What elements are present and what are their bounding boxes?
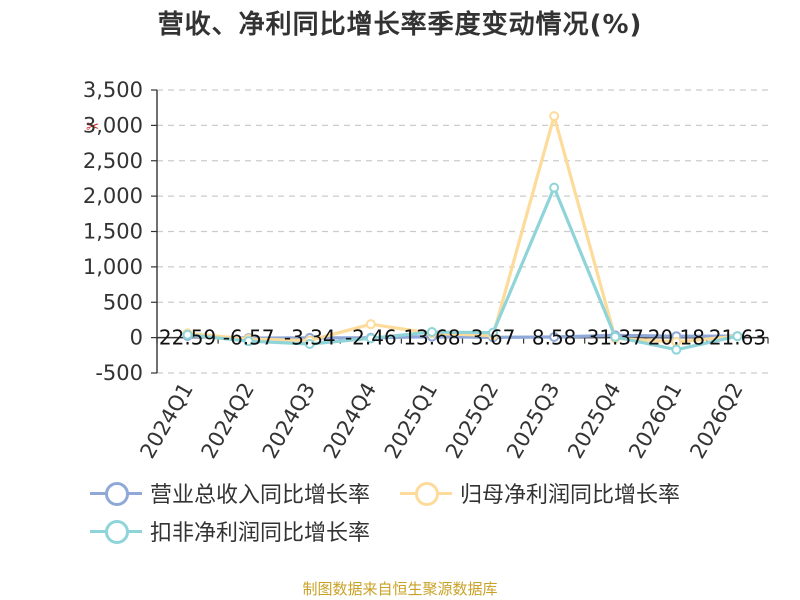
legend: 营业总收入同比增长率 归母净利润同比增长率扣非净利润同比增长率 [90,474,770,550]
data-label: 13.68 [403,326,460,350]
data-label: 22.59 [159,326,216,350]
data-point[interactable] [182,329,193,340]
data-point[interactable] [488,327,499,338]
x-tick-label: 2024Q2 [197,379,259,463]
legend-item[interactable]: 扣非净利润同比增长率 [90,512,370,550]
y-tick-label: 2,000 [83,184,143,208]
series-line [187,186,738,352]
data-point[interactable] [304,338,315,349]
data-label: 3.67 [471,326,516,350]
data-point[interactable] [426,326,437,337]
data-point[interactable] [365,319,376,330]
x-tick-label: 2024Q3 [258,379,320,463]
x-tick-label: 2025Q2 [441,379,503,463]
data-point[interactable] [671,344,682,355]
x-tick-label: 2025Q3 [502,379,564,463]
chart-title: 营收、净利同比增长率季度变动情况(%) [157,10,643,40]
data-point[interactable] [365,333,376,344]
data-label: -6.57 [223,326,275,350]
data-point[interactable] [243,336,254,347]
series-line [187,333,738,340]
legend-label: 归母净利润同比增长率 [460,483,681,508]
data-point[interactable] [732,331,743,342]
x-tick-label: 2026Q2 [685,379,747,463]
series-lines [182,111,743,355]
data-label: -3.34 [284,326,336,350]
legend-label: 扣非净利润同比增长率 [150,521,371,546]
data-labels: 22.59 -6.57 -3.34 -2.46 13.68 3.67 8.58 31.37 20… [159,326,766,350]
data-point[interactable] [549,332,560,343]
data-label: 8.58 [532,326,577,350]
source-note: 制图数据来自恒生聚源数据库 [302,580,498,598]
data-point[interactable] [549,111,560,122]
x-tick-label: 2025Q4 [563,379,625,463]
axes: 3,5003,0002,5002,0001,5001,0005000-50020… [83,78,769,463]
y-tick-label: 3,000 [83,113,143,137]
y-tick-label: 3,500 [83,78,143,102]
x-tick-label: 2024Q4 [319,379,381,463]
data-label: 21.63 [709,326,766,350]
legend-item[interactable]: 营业总收入同比增长率 [90,474,370,512]
legend-item[interactable]: 归母净利润同比增长率 [400,474,680,512]
x-tick-label: 2024Q1 [135,379,197,463]
legend-swatch-icon [90,516,142,546]
y-tick-label: 2,500 [83,149,143,173]
scissors-icon[interactable]: ✂ [86,117,100,136]
x-tick-label: 2026Q1 [624,379,686,463]
legend-label: 营业总收入同比增长率 [150,483,371,508]
legend-swatch-icon [90,478,142,508]
x-tick-label: 2025Q1 [380,379,442,463]
y-tick-label: -500 [95,361,143,385]
y-tick-label: 500 [103,290,143,314]
y-tick-label: 1,000 [83,255,143,279]
legend-swatch-icon [400,478,453,508]
series-line [187,114,738,344]
y-tick-label: 1,500 [83,220,143,244]
data-label: 31.37 [587,326,644,350]
data-point[interactable] [610,331,621,342]
data-point[interactable] [549,182,560,193]
y-tick-label: 0 [130,326,143,350]
data-label: -2.46 [345,326,397,350]
data-label: 20.18 [648,326,705,350]
